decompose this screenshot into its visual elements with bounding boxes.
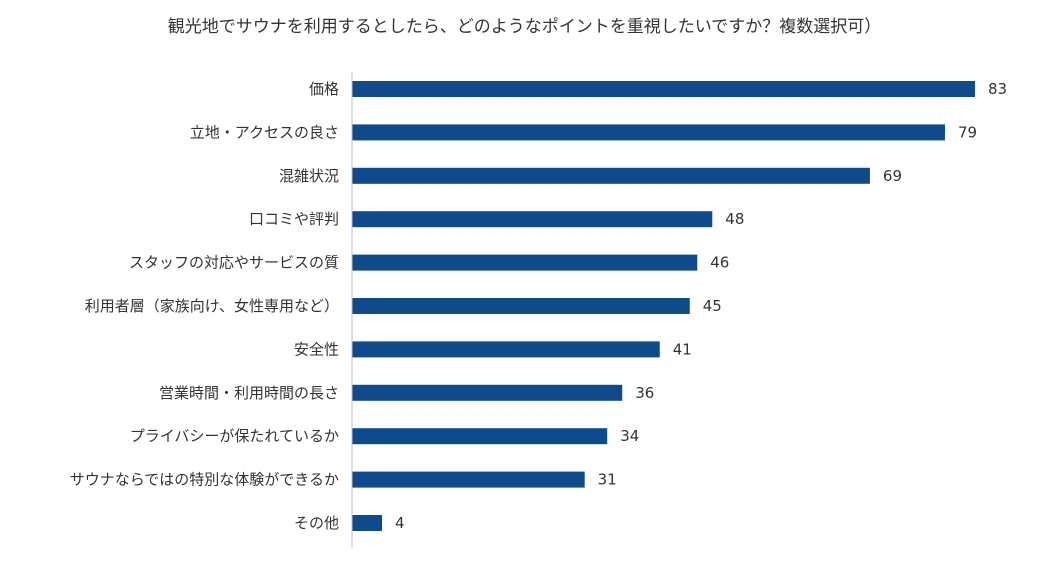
category-label: 混雑状況 (279, 167, 339, 185)
value-label: 83 (988, 80, 1007, 98)
value-label: 4 (395, 514, 405, 532)
value-label: 41 (673, 340, 692, 358)
category-label: 営業時間・利用時間の長さ (159, 384, 339, 402)
bar (352, 254, 698, 271)
bar (352, 341, 660, 358)
value-label: 69 (883, 167, 902, 185)
bar (352, 211, 713, 228)
value-label: 46 (710, 254, 729, 272)
value-label: 79 (958, 123, 977, 141)
category-label: その他 (294, 514, 339, 532)
bar (352, 81, 975, 97)
category-label: 利用者層（家族向け、女性専用など） (85, 297, 339, 315)
category-label: サウナならではの特別な体験ができるか (70, 471, 339, 489)
value-label: 31 (598, 471, 617, 489)
bar (352, 298, 690, 314)
value-label: 48 (725, 210, 744, 228)
bars-layer: 価格 83 立地・アクセスの良さ 79 混雑状況 69 口コミや評判 48 スタッフの対応やサー… (70, 80, 1007, 532)
bar (352, 428, 608, 445)
category-label: 立地・アクセスの良さ (190, 123, 339, 141)
bar (352, 515, 383, 531)
category-label: プライバシーが保たれているか (130, 427, 339, 445)
bar (352, 471, 585, 488)
category-label: 安全性 (294, 340, 339, 358)
bar (352, 124, 945, 141)
chart-title: 観光地でサウナを利用するとしたら、どのようなポイントを重視したいですか？複数選択… (167, 17, 882, 37)
bar (352, 384, 623, 401)
category-label: スタッフの対応やサービスの質 (129, 254, 339, 272)
value-label: 34 (620, 427, 639, 445)
category-label: 価格 (309, 80, 339, 98)
value-label: 45 (703, 297, 722, 315)
bar (352, 167, 870, 184)
category-label: 口コミや評判 (249, 210, 339, 228)
value-label: 36 (635, 384, 654, 402)
